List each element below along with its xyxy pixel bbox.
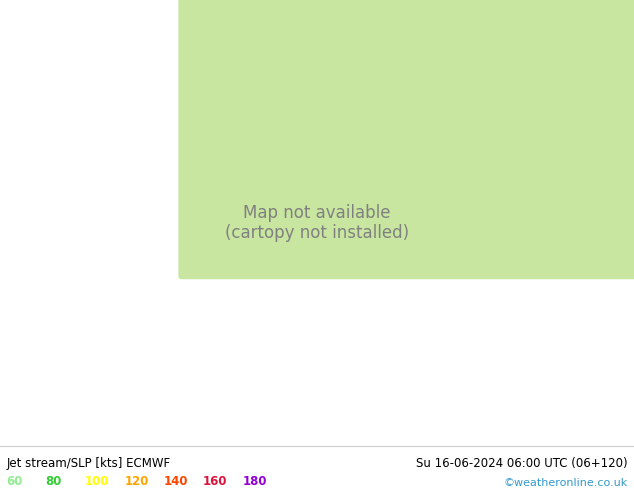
Text: Jet stream/SLP [kts] ECMWF: Jet stream/SLP [kts] ECMWF <box>6 457 171 470</box>
Text: 100: 100 <box>85 475 109 488</box>
Text: 60: 60 <box>6 475 23 488</box>
Text: 140: 140 <box>164 475 188 488</box>
Text: ©weatheronline.co.uk: ©weatheronline.co.uk <box>503 478 628 488</box>
Text: Map not available
(cartopy not installed): Map not available (cartopy not installed… <box>225 203 409 243</box>
Text: Su 16-06-2024 06:00 UTC (06+120): Su 16-06-2024 06:00 UTC (06+120) <box>416 457 628 470</box>
Text: 180: 180 <box>242 475 267 488</box>
Text: 160: 160 <box>203 475 228 488</box>
Text: 120: 120 <box>124 475 148 488</box>
FancyBboxPatch shape <box>178 0 634 279</box>
Text: 80: 80 <box>46 475 62 488</box>
